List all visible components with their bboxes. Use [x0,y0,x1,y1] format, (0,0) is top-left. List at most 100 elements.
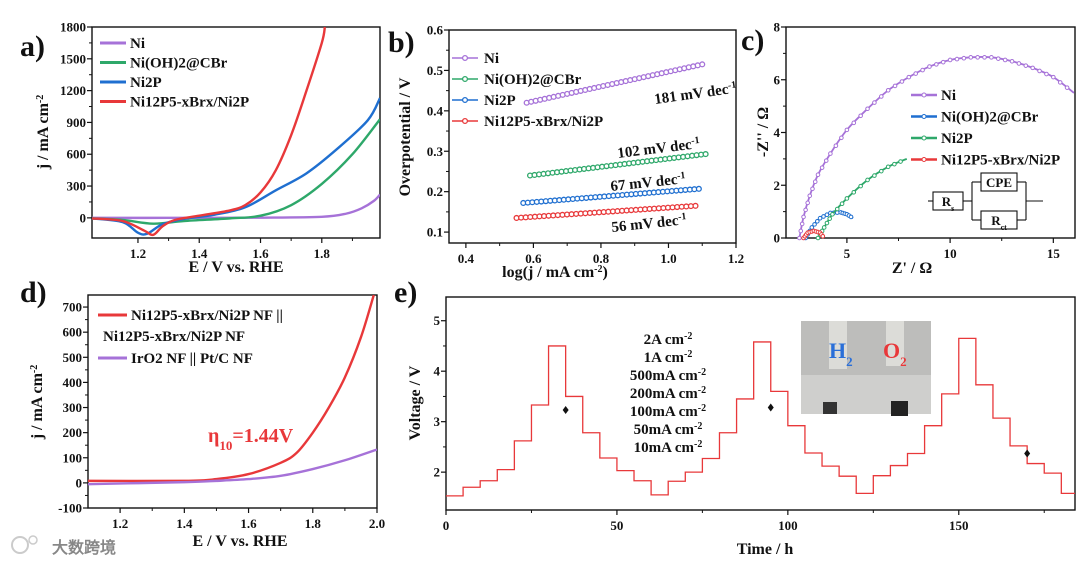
x-axis-title-main: log(j / mA cm [502,264,595,281]
data-point [1064,85,1070,90]
y-tick-label: 1200 [60,83,86,98]
tafel-slope-label: 181 mV dec-1 [653,79,738,108]
h2-tube [829,321,847,369]
x-axis-title-tail: ) [603,264,608,281]
rct-main: R [991,213,1001,228]
legend-marker [921,135,927,141]
o2-main: O [883,338,900,363]
current-density-label-main: 2A cm [644,332,685,348]
y-tick-label: 0.3 [427,144,444,159]
data-point [1009,58,1015,64]
watermark-icon [11,536,29,554]
y-axis-title: Overpotential / V [397,77,414,196]
data-point [821,225,827,230]
legend-label: Ni12P5-xBrx/Ni2P [484,114,603,130]
data-point [954,56,960,62]
y-tick-label: 0 [80,210,87,225]
data-point [809,225,815,230]
y-tick-label: 200 [63,425,83,440]
data-point [913,71,919,76]
legend-label: Ni12P5-xBrx/Ni2P [130,95,249,111]
current-density-label-sup: -2 [698,385,706,396]
rs-label: Rs [942,194,955,213]
current-density-label-main: 50mA cm [634,422,695,438]
x-tick-label: 0 [443,518,450,533]
rs-sub: s [951,204,954,213]
y-tick-label: 0 [774,231,781,246]
o2-sub: 2 [900,354,907,369]
legend-label: Ni12P5-xBrx/Ni2P [941,153,1060,169]
data-point [844,127,850,133]
x-axis-title: E / V vs. RHE [193,533,288,550]
data-point [920,67,925,73]
series-line-2 [92,97,380,236]
x-tick-label: 150 [949,518,969,533]
data-point [975,55,980,60]
x-tick-label: 1.2 [728,251,744,266]
current-density-label-main: 10mA cm [634,440,695,456]
y-tick-label: 900 [67,115,87,130]
y-tick-label: 4 [434,364,441,379]
legend-label: Ni12P5-xBrx/Ni2P NF [103,329,245,345]
diamond-marker [562,406,569,415]
x-tick-label: 10 [944,246,957,261]
data-point [815,218,820,224]
data-point [692,202,699,209]
data-point [1044,71,1049,77]
legend-label: Ni2P [941,131,973,147]
data-point [961,55,967,61]
y-tick-label: 5 [434,313,441,328]
data-point [803,207,808,213]
x-tick-label: 1.4 [176,516,193,531]
legend-label: Ni2P [130,75,162,91]
series-line-1 [92,118,380,225]
legend-marker [921,157,927,162]
y-tick-label: -100 [58,501,82,516]
current-density-label: 200mA cm-2 [630,385,706,403]
y-tick-label: 0.4 [427,103,444,118]
x-tick-label: 1.0 [660,251,676,266]
legend-label: Ni(OH)2@CBr [941,110,1039,126]
cpe-label: CPE [986,175,1012,190]
plot-frame [448,29,737,244]
data-point [799,221,805,227]
x-tick-label: 1.8 [314,246,331,261]
data-point [968,55,974,60]
y-tick-label: 1800 [60,20,86,35]
x-tick-label: 0.6 [525,251,542,266]
x-tick-label: 100 [778,518,798,533]
legend-label: Ni [941,88,956,104]
eta-sub: 10 [219,438,232,453]
data-point [807,193,813,199]
y-axis-title: Voltage / V [407,365,424,440]
legend-marker [461,75,469,83]
series-line-1 [88,448,377,486]
data-point [1037,68,1042,74]
eta10-annotation: η10=1.44V [208,425,294,453]
data-point [982,55,987,60]
data-point [797,235,802,241]
data-point [947,57,953,63]
equivalent-circuit [928,172,1043,230]
data-point [995,56,1001,61]
data-point [865,177,870,183]
data-point [1057,80,1063,85]
y-axis-title-sup: -2 [35,95,46,103]
data-point [817,215,823,221]
data-point [879,94,884,99]
y-tick-label: 1500 [60,51,86,66]
x-tick-label: 1.8 [305,516,322,531]
data-point [823,158,829,163]
x-tick-label: 0.8 [593,251,610,266]
eta-symbol: η [208,425,219,447]
data-point [827,216,832,221]
electrode [891,401,908,416]
data-point [820,233,826,239]
y-axis-title: j / mA cm-2 [35,95,53,171]
y-axis-title: -Z'' / Ω [755,107,772,157]
y-tick-label: 100 [63,450,83,465]
panel-letter: b) [388,26,415,59]
current-density-label-main: 100mA cm [630,404,698,420]
current-density-label: 500mA cm-2 [630,367,706,385]
y-tick-label: 0.2 [427,184,443,199]
